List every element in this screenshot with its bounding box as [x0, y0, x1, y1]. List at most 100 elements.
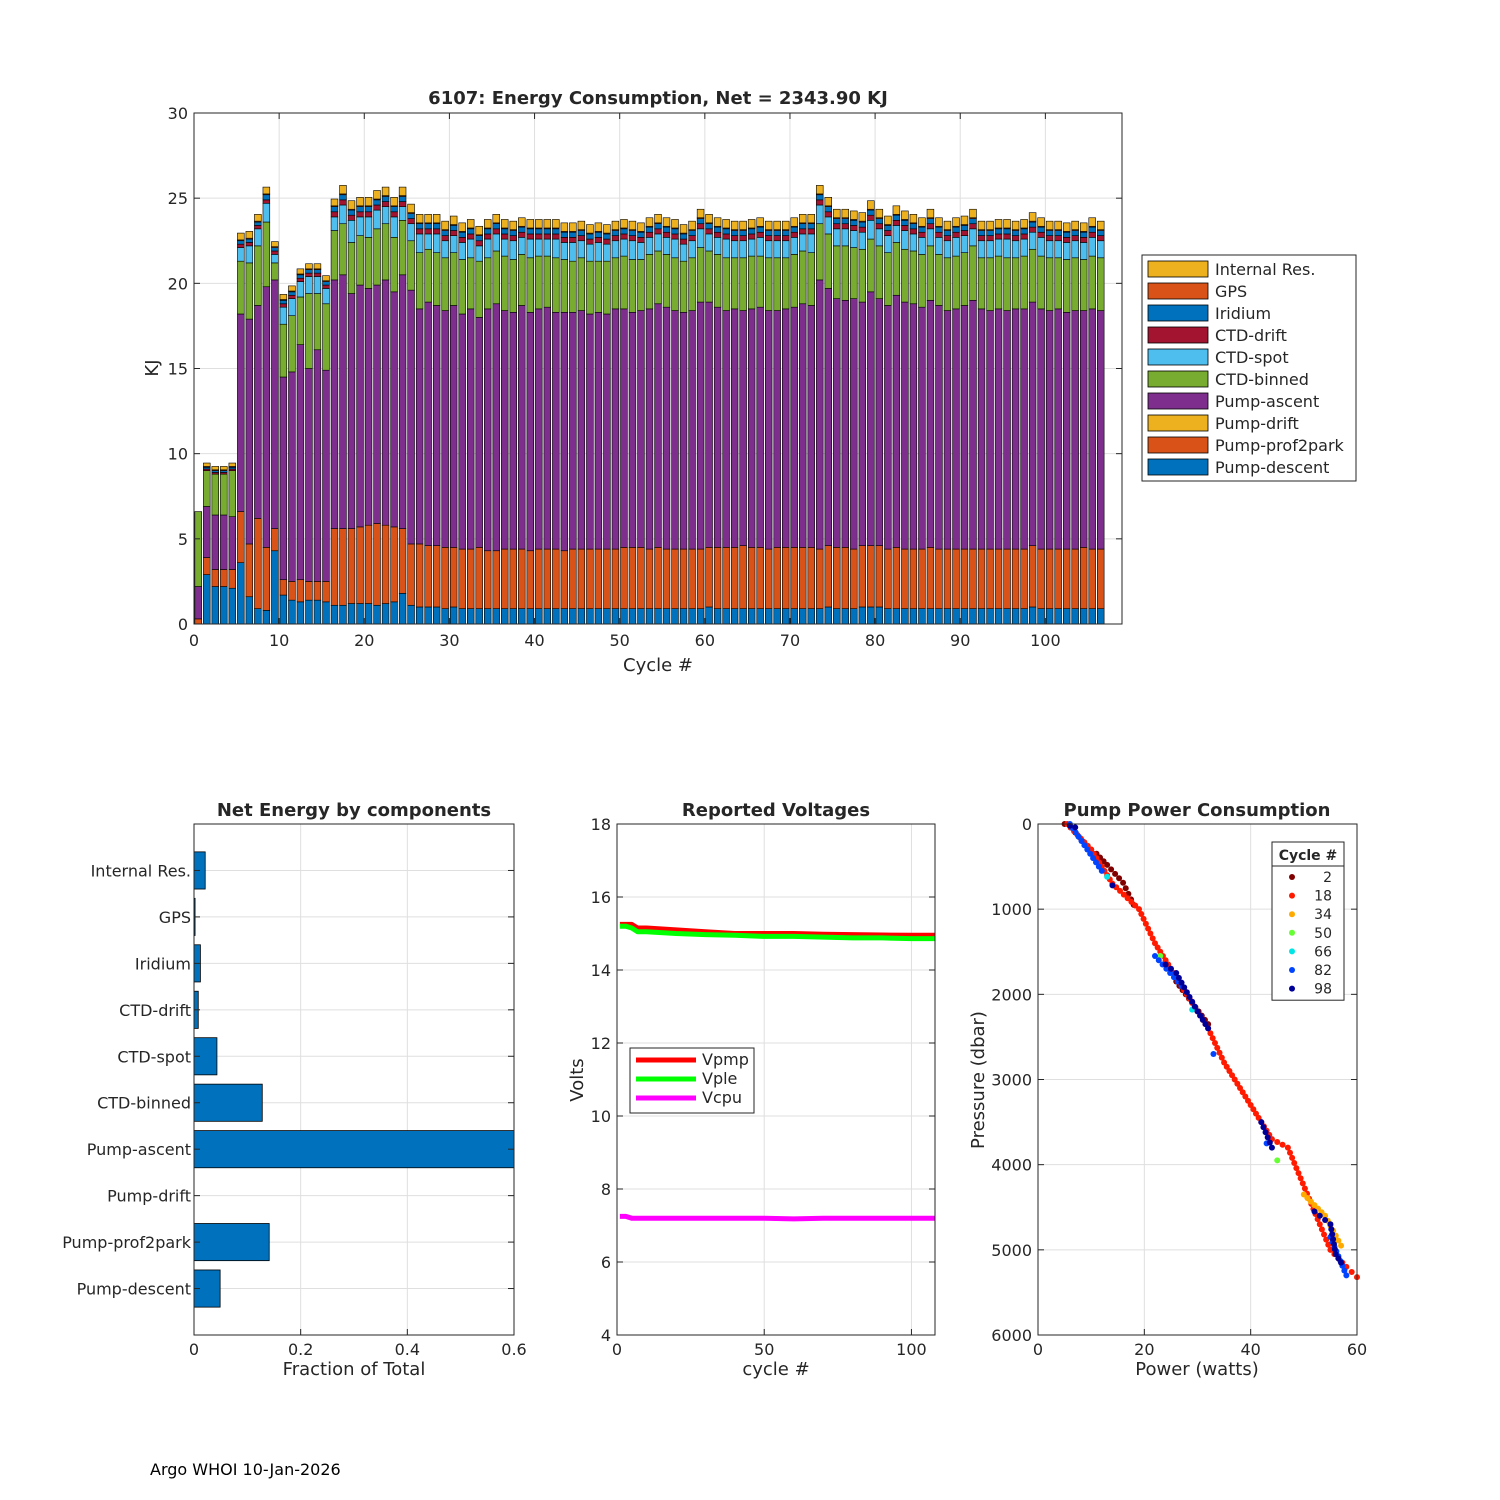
bar-segment-pump-ascent [901, 301, 909, 550]
bar-segment-internal-res- [271, 241, 279, 248]
bar-segment-pump-descent [211, 586, 219, 625]
bar-segment-ctd-spot [816, 204, 824, 225]
category-label: Pump-descent [77, 1280, 191, 1299]
bar-segment-internal-res- [696, 208, 705, 219]
bar-segment-pump-prof2park [892, 547, 901, 609]
y-tick-label: 6000 [991, 1326, 1032, 1345]
bar-segment-ctd-drift [662, 231, 671, 238]
x-tick-label: 50 [754, 1340, 774, 1359]
bar-segment-pump-ascent [203, 506, 211, 558]
bar-segment-ctd-binned [279, 323, 288, 378]
scatter-point-cycle-18 [1149, 935, 1156, 942]
bar-segment-ctd-binned [909, 250, 918, 305]
bar-segment-ctd-binned [603, 260, 611, 315]
bar-segment-pump-ascent [594, 311, 603, 550]
x-tick-label: 90 [950, 631, 970, 650]
bar-segment-ctd-binned [407, 240, 415, 291]
bar-segment-iridium [1079, 231, 1088, 238]
bar-segment-ctd-spot [654, 233, 662, 252]
y-tick-label: 18 [591, 815, 611, 834]
scatter-point-cycle-82 [1210, 1050, 1217, 1057]
bar-segment-ctd-spot [637, 242, 645, 260]
bar-segment-pump-descent [867, 606, 875, 625]
bar-segment-ctd-spot [484, 238, 492, 259]
component-bar [193, 1223, 270, 1262]
bar-segment-pump-prof2park [543, 548, 552, 609]
bar-segment-ctd-binned [1079, 259, 1088, 311]
bar-segment-pump-ascent [960, 305, 969, 550]
bar-segment-pump-descent [1088, 608, 1096, 625]
bar-segment-iridium [398, 196, 407, 202]
bar-segment-pump-ascent [424, 301, 432, 546]
bar-segment-ctd-spot [1011, 240, 1020, 259]
bar-segment-ctd-binned [662, 254, 671, 308]
bar-segment-pump-prof2park [288, 581, 296, 601]
bar-segment-ctd-binned [994, 255, 1003, 310]
bar-segment-pump-prof2park [424, 545, 432, 608]
bar-segment-pump-prof2park [373, 523, 381, 606]
bar-segment-internal-res- [867, 200, 875, 210]
bar-segment-ctd-drift [764, 235, 773, 242]
bar-segment-pump-prof2park [637, 547, 645, 609]
bar-segment-pump-ascent [1097, 310, 1105, 550]
footer-credit: Argo WHOI 10-Jan-2026 [150, 1460, 341, 1479]
bar-segment-pump-prof2park [296, 579, 305, 603]
bar-segment-pump-ascent [364, 288, 373, 526]
bar-segment-ctd-spot [501, 238, 509, 257]
bar-segment-pump-descent [415, 606, 424, 625]
bar-segment-pump-descent [799, 608, 807, 625]
bar-segment-ctd-binned [535, 255, 543, 310]
bar-segment-iridium [705, 223, 713, 230]
bar-segment-pump-ascent [271, 279, 279, 529]
scatter-point-cycle-2 [1122, 885, 1129, 892]
scatter-point-cycle-18 [1301, 1185, 1308, 1192]
bar-segment-internal-res- [313, 263, 322, 270]
bar-segment-ctd-binned [850, 247, 858, 299]
bar-segment-ctd-spot [764, 240, 773, 259]
bar-segment-ctd-binned [262, 221, 271, 288]
pump-chart-xlabel: Power (watts) [1135, 1359, 1258, 1380]
bar-segment-iridium [679, 233, 688, 240]
bar-segment-ctd-binned [696, 247, 705, 303]
bar-segment-pump-descent [509, 608, 517, 625]
bar-segment-internal-res- [841, 208, 850, 219]
bar-segment-pump-ascent [1071, 310, 1079, 550]
scatter-point-cycle-18 [1321, 1231, 1328, 1238]
bar-segment-pump-prof2park [671, 548, 679, 609]
y-tick-label: 0 [178, 615, 188, 634]
bar-segment-internal-res- [322, 275, 330, 282]
bar-segment-pump-descent [875, 606, 884, 625]
bar-segment-ctd-binned [705, 250, 713, 303]
bar-segment-ctd-spot [271, 254, 279, 264]
bar-segment-ctd-spot [1079, 242, 1088, 260]
scatter-point-cycle-2 [1112, 870, 1119, 877]
bar-segment-pump-ascent [773, 310, 781, 548]
legend-label: Internal Res. [1215, 260, 1315, 279]
bar-segment-pump-descent [228, 587, 237, 625]
legend-marker [1289, 929, 1295, 936]
bar-segment-pump-descent [313, 599, 322, 625]
bar-segment-iridium [560, 231, 569, 238]
scatter-point-cycle-50 [1274, 1157, 1281, 1164]
bar-segment-pump-ascent [688, 310, 696, 550]
bar-segment-pump-prof2park [441, 547, 449, 609]
scatter-point-cycle-34 [1322, 1212, 1329, 1219]
bar-segment-pump-ascent [509, 311, 517, 550]
bar-segment-ctd-spot [543, 238, 552, 257]
bar-segment-pump-ascent [228, 516, 237, 570]
bar-segment-pump-descent [518, 608, 526, 625]
bar-segment-iridium [390, 206, 398, 213]
bar-segment-iridium [909, 223, 918, 230]
bar-segment-pump-ascent [1079, 310, 1088, 548]
bar-segment-internal-res- [594, 222, 603, 232]
bar-segment-pump-ascent [986, 310, 994, 550]
bar-segment-internal-res- [501, 219, 509, 229]
bar-segment-ctd-binned [356, 235, 364, 286]
y-tick-label: 16 [591, 888, 611, 907]
legend-label: Pump-descent [1215, 458, 1329, 477]
legend-label: 82 [1314, 963, 1332, 979]
bar-segment-iridium [1037, 226, 1045, 233]
bar-segment-ctd-drift [432, 228, 441, 235]
bar-segment-internal-res- [466, 219, 475, 229]
bar-segment-pump-ascent [254, 305, 262, 519]
